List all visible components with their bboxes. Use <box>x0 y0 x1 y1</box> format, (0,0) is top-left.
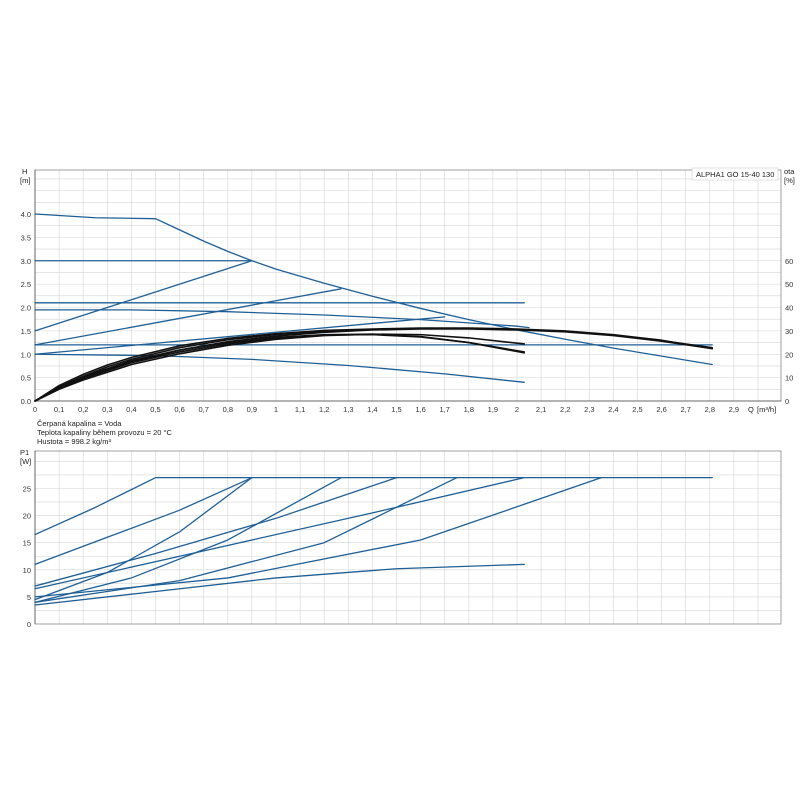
y2-tick-label: 40 <box>785 304 793 313</box>
x-tick-label: 0,2 <box>78 405 88 414</box>
x-tick-label: 2,5 <box>632 405 642 414</box>
y-tick-label: 0 <box>27 620 31 629</box>
power-series-line-5 <box>34 477 458 603</box>
y-tick-label: 2.0 <box>21 304 31 313</box>
y-tick-label: 3.0 <box>21 257 31 266</box>
y-tick-label: 5 <box>27 593 31 602</box>
x-tick-label: 1 <box>274 405 278 414</box>
head-series-line-6 <box>34 316 446 355</box>
head-series-line-13 <box>34 333 526 402</box>
head-series-line-11 <box>34 328 714 402</box>
x-tick-label: 1,1 <box>295 405 305 414</box>
fluid-note: Teplota kapaliny během provozu = 20 °C <box>37 428 173 437</box>
head-series-line-7 <box>34 309 530 329</box>
x-tick-label: 1,4 <box>367 405 377 414</box>
x-axis-label: Q <box>748 405 754 414</box>
x-tick-label: 0,7 <box>198 405 208 414</box>
y2-axis-unit: [%] <box>784 176 795 185</box>
chart-title-box <box>691 167 779 181</box>
power-series-line-6 <box>34 477 525 590</box>
y-tick-label: 1.5 <box>21 327 31 336</box>
y-tick-label: 15 <box>23 539 31 548</box>
fluid-note: Hustota = 998.2 kg/m³ <box>37 437 111 446</box>
x-tick-label: 0 <box>33 405 37 414</box>
y-tick-label: 2.5 <box>21 280 31 289</box>
x-tick-label: 0,3 <box>102 405 112 414</box>
y-tick-label: 3.5 <box>21 233 31 242</box>
x-tick-label: 2 <box>515 405 519 414</box>
p1-axis-label: P1 <box>20 448 29 457</box>
y-tick-label: 4.0 <box>21 210 31 219</box>
power-series-line-4 <box>34 477 398 587</box>
x-tick-label: 1,9 <box>488 405 498 414</box>
power-series-line-8 <box>34 563 525 606</box>
y2-tick-label: 0 <box>785 397 789 406</box>
y-tick-label: 0.0 <box>21 397 31 406</box>
y-axis-label: H <box>22 167 27 176</box>
bottom-plot-frame <box>34 450 782 625</box>
x-axis-unit: [m³/h] <box>757 405 776 414</box>
power-series-line-2 <box>34 477 253 601</box>
y-axis-unit: [m] <box>20 176 30 185</box>
y2-tick-label: 60 <box>785 257 793 266</box>
x-tick-label: 2,2 <box>560 405 570 414</box>
y-tick-label: 20 <box>23 512 31 521</box>
x-tick-label: 2,9 <box>729 405 739 414</box>
y2-tick-label: 50 <box>785 280 793 289</box>
fluid-note: Čerpaná kapalina = Voda <box>37 419 122 428</box>
head-series-line-12 <box>34 333 526 402</box>
y-tick-label: 10 <box>23 566 31 575</box>
x-tick-label: 0,1 <box>54 405 64 414</box>
head-series-line-14 <box>34 333 526 402</box>
head-series-line-8 <box>34 353 525 383</box>
x-tick-label: 1,7 <box>439 405 449 414</box>
x-tick-label: 2,7 <box>680 405 690 414</box>
x-tick-label: 2,3 <box>584 405 594 414</box>
x-tick-label: 2,8 <box>705 405 715 414</box>
power-series-line-0 <box>34 477 713 536</box>
power-series-line-3 <box>34 477 342 603</box>
head-series-line-4 <box>34 288 342 346</box>
y-tick-label: 1.0 <box>21 350 31 359</box>
x-tick-label: 2,6 <box>656 405 666 414</box>
x-tick-label: 2,1 <box>536 405 546 414</box>
head-series-line-2 <box>34 260 253 332</box>
power-series-line-1 <box>34 477 253 566</box>
x-tick-label: 1,5 <box>391 405 401 414</box>
y-tick-label: 0.5 <box>21 374 31 383</box>
y2-axis-label: ota <box>784 167 795 176</box>
p1-axis-unit: [W] <box>20 457 31 466</box>
x-tick-label: 0,9 <box>247 405 257 414</box>
y2-tick-label: 30 <box>785 327 793 336</box>
chart-title: ALPHA1 GO 15-40 130 <box>696 170 774 179</box>
x-tick-label: 1,3 <box>343 405 353 414</box>
head-series-line-9 <box>34 327 714 402</box>
head-series-line-0 <box>34 213 713 366</box>
y2-tick-label: 20 <box>785 350 793 359</box>
x-tick-label: 0,6 <box>174 405 184 414</box>
y2-tick-label: 10 <box>785 374 793 383</box>
y-tick-label: 25 <box>23 485 31 494</box>
x-tick-label: 2,4 <box>608 405 618 414</box>
x-tick-label: 1,6 <box>415 405 425 414</box>
x-tick-label: 0,4 <box>126 405 136 414</box>
x-tick-label: 0,5 <box>150 405 160 414</box>
x-tick-label: 1,2 <box>319 405 329 414</box>
head-series-line-10 <box>34 327 714 402</box>
power-series-line-7 <box>34 477 602 598</box>
x-tick-label: 1,8 <box>464 405 474 414</box>
x-tick-label: 0,8 <box>223 405 233 414</box>
top-plot-frame <box>34 169 782 402</box>
